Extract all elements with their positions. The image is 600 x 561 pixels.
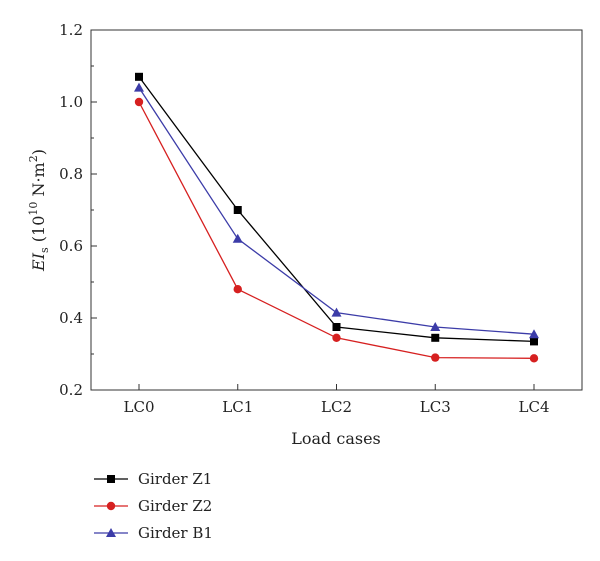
data-point — [529, 354, 539, 363]
data-point — [530, 337, 538, 346]
x-tick-label: LC1 — [222, 398, 253, 416]
data-point — [135, 72, 143, 81]
x-axis-ticks: LC0 LC1 LC2 LC3 LC4 — [124, 384, 550, 416]
data-point — [431, 333, 440, 342]
series-girder-z2 — [134, 97, 539, 363]
legend-marker — [106, 501, 116, 511]
data-point — [233, 206, 242, 214]
legend-item: Girder B1 — [94, 524, 213, 542]
series-line — [138, 87, 535, 335]
y-tick-label: 1.2 — [59, 21, 83, 39]
legend-label: Girder Z1 — [138, 470, 212, 488]
data-point — [529, 329, 539, 339]
legend-label: Girder Z2 — [138, 497, 212, 515]
x-tick-label: LC3 — [420, 398, 451, 416]
data-point — [431, 353, 440, 362]
y-tick-label: 1.0 — [59, 93, 83, 111]
series-layer — [134, 72, 539, 363]
legend-label: Girder B1 — [138, 524, 213, 542]
y-tick-label: 0.4 — [59, 309, 83, 327]
x-tick-label: LC2 — [321, 398, 352, 416]
series-girder-b1 — [134, 82, 539, 339]
y-axis-ticks: 0.2 0.4 0.6 0.8 1.0 1.2 — [59, 21, 97, 399]
y-tick-label: 0.6 — [59, 237, 83, 255]
data-point — [430, 322, 441, 331]
data-point — [232, 233, 243, 243]
legend-item: Girder Z2 — [94, 497, 212, 515]
data-point — [134, 82, 144, 92]
data-point — [331, 307, 342, 317]
data-point — [233, 285, 242, 294]
y-axis-title: EIs (1010 N·m2) — [27, 149, 51, 272]
x-tick-label: LC4 — [519, 398, 550, 416]
data-point — [332, 323, 341, 331]
legend-marker — [106, 528, 116, 537]
data-point — [134, 97, 144, 107]
x-tick-label: LC0 — [124, 398, 155, 416]
y-tick-label: 0.8 — [59, 165, 83, 183]
series-line — [138, 76, 535, 343]
legend-item: Girder Z1 — [94, 470, 212, 488]
series-girder-z1 — [135, 72, 538, 346]
legend-marker — [107, 475, 115, 483]
data-point — [332, 333, 341, 342]
x-axis-title: Load cases — [291, 429, 381, 448]
series-line — [138, 101, 535, 359]
legend: Girder Z1 Girder Z2 Girder B1 — [94, 470, 213, 542]
y-tick-label: 0.2 — [59, 381, 83, 399]
